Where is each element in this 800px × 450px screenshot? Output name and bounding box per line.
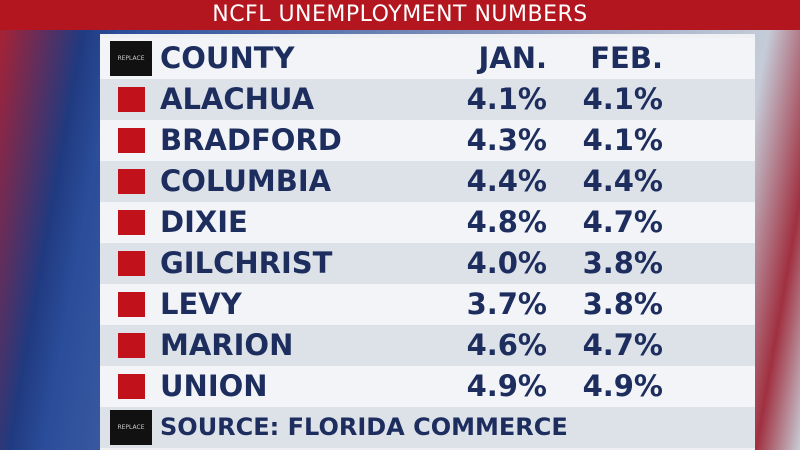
table-cell: 3.8% [582,246,663,280]
table-cell: DIXIE [160,205,248,239]
table-cell: 4.9% [466,369,547,403]
table-cell: 3.7% [466,287,547,321]
table-cell: 4.7% [582,328,663,362]
row-marker [118,251,145,276]
source-text: SOURCE: FLORIDA COMMERCE [160,413,568,441]
table-cell: 4.6% [466,328,547,362]
table-cell: 4.1% [582,82,663,116]
row-marker [118,374,145,399]
header-cell: FEB. [590,41,663,75]
table-cell: 4.0% [466,246,547,280]
table-row: ALACHUA 4.1% 4.1% [100,79,755,120]
header-icon: REPLACE [110,41,152,76]
table-cell: UNION [160,369,268,403]
table-cell: 4.3% [466,123,547,157]
table-cell: BRADFORD [160,123,342,157]
row-marker [118,210,145,235]
header-cell: COUNTY [160,41,295,75]
table-cell: 4.1% [582,123,663,157]
table-cell: 4.7% [582,205,663,239]
table-cell: GILCHRIST [160,246,333,280]
table-cell: 3.8% [582,287,663,321]
source-row: REPLACE SOURCE: FLORIDA COMMERCE [100,407,755,448]
table-cell: MARION [160,328,294,362]
title: NCFL UNEMPLOYMENT NUMBERS [0,0,800,30]
table-cell: 4.4% [582,164,663,198]
table-cell: ALACHUA [160,82,315,116]
table-panel: REPLACE COUNTY JAN. FEB. ALACHUA 4.1% 4.1%… [100,34,755,450]
source-icon: REPLACE [110,410,152,445]
table-row: COLUMBIA 4.4% 4.4% [100,161,755,202]
table-row: UNION 4.9% 4.9% [100,366,755,407]
header-cell: JAN. [478,41,547,75]
table-row: DIXIE 4.8% 4.7% [100,202,755,243]
table-cell: 4.9% [582,369,663,403]
header-row: REPLACE COUNTY JAN. FEB. [100,38,755,79]
table-row: BRADFORD 4.3% 4.1% [100,120,755,161]
row-marker [118,292,145,317]
table-cell: 4.4% [466,164,547,198]
row-marker [118,87,145,112]
table-row: MARION 4.6% 4.7% [100,325,755,366]
table-cell: COLUMBIA [160,164,332,198]
table-row: GILCHRIST 4.0% 3.8% [100,243,755,284]
table-cell: 4.8% [466,205,547,239]
table-cell: 4.1% [466,82,547,116]
table-cell: LEVY [160,287,242,321]
row-marker [118,128,145,153]
table-row: LEVY 3.7% 3.8% [100,284,755,325]
row-marker [118,169,145,194]
row-marker [118,333,145,358]
